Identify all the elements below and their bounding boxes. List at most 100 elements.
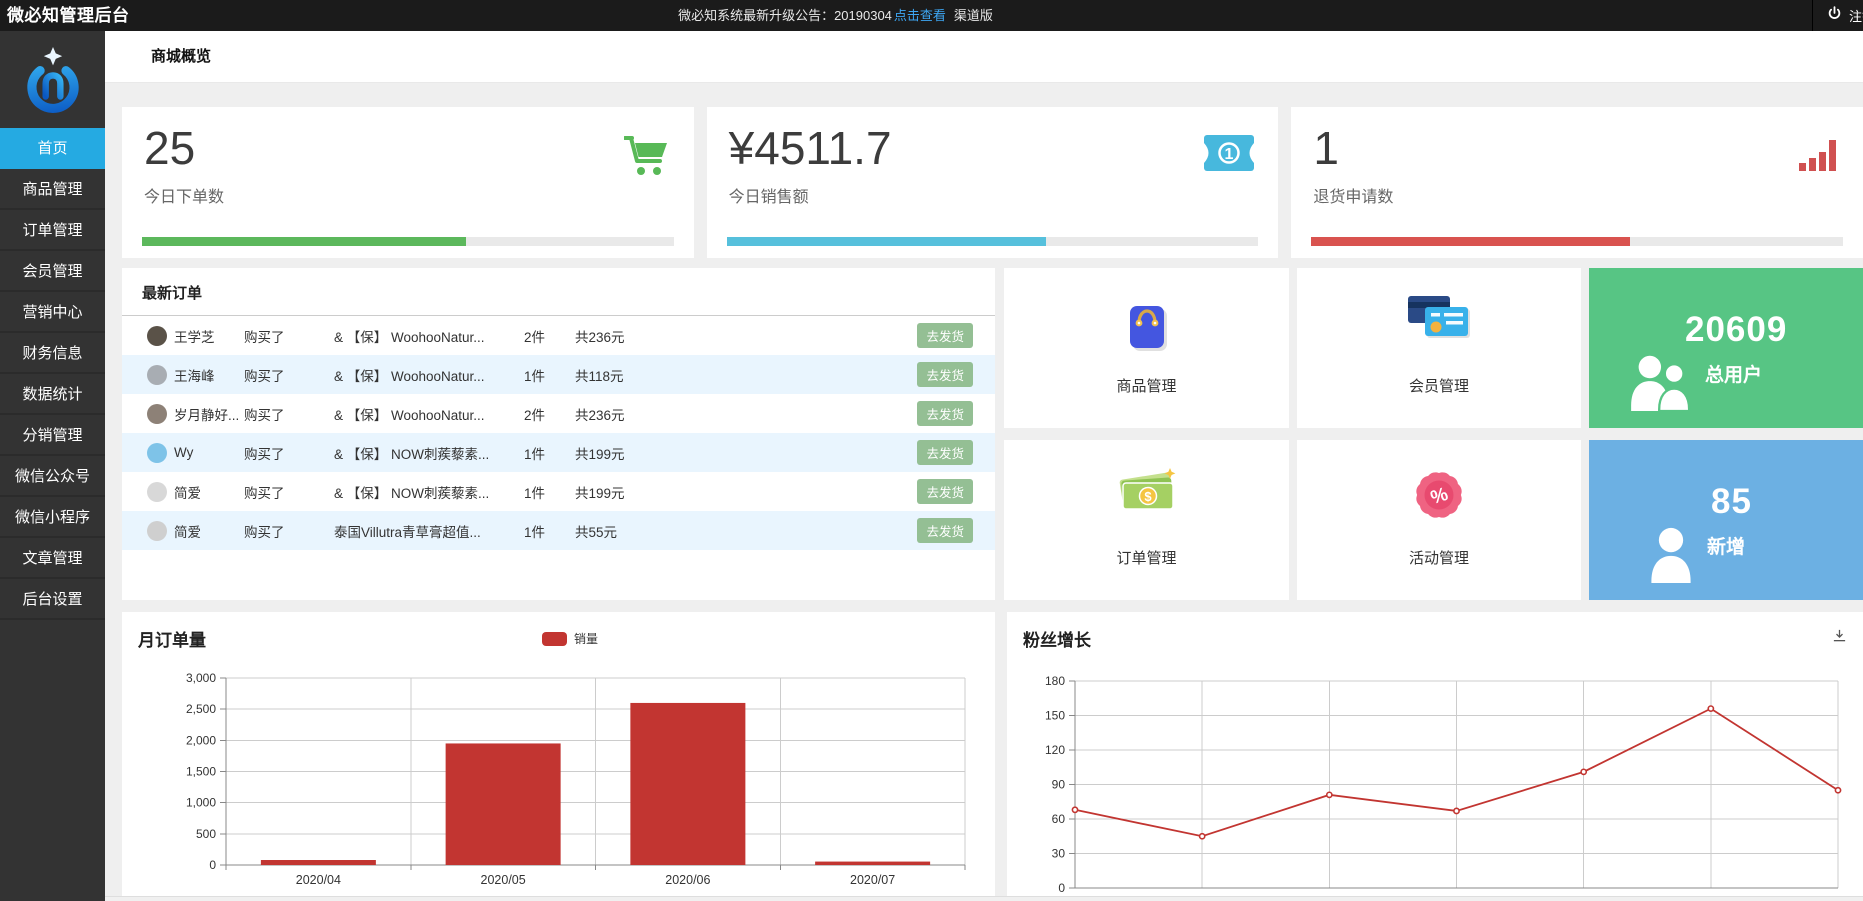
ship-order-button[interactable]: 去发货	[917, 362, 973, 387]
order-row: 王海峰 购买了 & 【保】 WoohooNatur... 1件 共118元 去发…	[122, 355, 995, 394]
svg-text:1,000: 1,000	[186, 796, 216, 810]
banknote-icon: 1	[1204, 135, 1254, 176]
stat-value: 25	[144, 123, 672, 174]
notice-view-link[interactable]: 点击查看	[894, 8, 946, 23]
logout-button[interactable]: 注销	[1849, 6, 1863, 25]
order-action-text: 购买了	[244, 443, 334, 463]
line-chart: 0306090120150180	[1007, 652, 1863, 901]
download-icon[interactable]	[1832, 628, 1847, 648]
svg-text:1,500: 1,500	[186, 765, 216, 779]
total-users-value: 20609	[1685, 310, 1787, 350]
svg-text:150: 150	[1045, 709, 1065, 723]
sidebar-item-label: 订单管理	[22, 222, 82, 239]
svg-text:2,000: 2,000	[186, 733, 216, 747]
sidebar-item-home[interactable]: 首页	[0, 128, 105, 169]
bar-chart: 05001,0001,5002,0002,5003,0002020/042020…	[122, 652, 995, 901]
sidebar-item-label: 商品管理	[22, 181, 82, 198]
ship-order-button[interactable]: 去发货	[917, 479, 973, 504]
order-row: 简爱 购买了 & 【保】 NOW刺蒺藜素... 1件 共199元 去发货	[122, 472, 995, 511]
quick-card-member-management[interactable]: 会员管理	[1297, 268, 1581, 428]
order-product: & 【保】 NOW刺蒺藜素...	[334, 443, 524, 463]
sidebar-item-label: 营销中心	[22, 304, 82, 321]
ship-order-button[interactable]: 去发货	[917, 518, 973, 543]
order-total: 共199元	[575, 482, 695, 502]
sidebar-item-label: 文章管理	[22, 550, 82, 567]
order-quantity: 2件	[524, 404, 575, 424]
sidebar-item-member-management[interactable]: 会员管理	[0, 251, 105, 292]
avatar	[147, 521, 167, 541]
quick-card-label: 商品管理	[1004, 375, 1289, 396]
svg-text:120: 120	[1045, 743, 1065, 757]
quick-card-activity-management[interactable]: % 活动管理	[1297, 440, 1581, 600]
svg-text:2020/04: 2020/04	[296, 873, 341, 887]
monthly-orders-chart-card: 月订单量 销量 05001,0001,5002,0002,5003,000202…	[122, 612, 995, 901]
sidebar-item-label: 首页	[37, 140, 67, 157]
sidebar-item-order-management[interactable]: 订单管理	[0, 210, 105, 251]
order-total: 共236元	[575, 326, 695, 346]
order-action-text: 购买了	[244, 482, 334, 502]
orders-card-title: 最新订单	[122, 268, 995, 316]
ship-order-button[interactable]: 去发货	[917, 401, 973, 426]
order-row: Wy 购买了 & 【保】 NOW刺蒺藜素... 1件 共199元 去发货	[122, 433, 995, 472]
sidebar-item-label: 后台设置	[22, 591, 82, 608]
avatar	[147, 326, 167, 346]
order-row: 王学芝 购买了 & 【保】 WoohooNatur... 2件 共236元 去发…	[122, 316, 995, 355]
svg-text:$: $	[1144, 489, 1152, 504]
progress-bar	[1311, 237, 1843, 246]
page-header: 商城概览	[105, 31, 1863, 83]
system-notice: 微必知系统最新升级公告：20190304点击查看渠道版	[678, 0, 993, 31]
stat-card-sales-today: ¥4511.7 今日销售额 1	[707, 107, 1279, 258]
latest-orders-card: 最新订单 王学芝 购买了 & 【保】 WoohooNatur... 2件 共23…	[122, 268, 995, 600]
sidebar-item-label: 数据统计	[22, 386, 82, 403]
quick-card-order-management[interactable]: $ 订单管理	[1004, 440, 1289, 600]
sidebar-item-distribution-management[interactable]: 分销管理	[0, 415, 105, 456]
stat-label: 今日销售额	[729, 183, 1257, 207]
order-quantity: 1件	[524, 521, 575, 541]
sidebar-item-data-statistics[interactable]: 数据统计	[0, 374, 105, 415]
sidebar-item-marketing-center[interactable]: 营销中心	[0, 292, 105, 333]
power-icon[interactable]	[1827, 6, 1842, 26]
order-total: 共118元	[575, 365, 695, 385]
svg-text:1: 1	[1225, 146, 1234, 163]
svg-text:2020/06: 2020/06	[665, 873, 710, 887]
order-quantity: 1件	[524, 365, 575, 385]
users-icon	[1625, 353, 1699, 416]
discount-badge-icon: %	[1410, 466, 1468, 529]
sidebar-item-label: 微信公众号	[15, 468, 90, 485]
quick-card-label: 活动管理	[1297, 547, 1581, 568]
order-quantity: 1件	[524, 443, 575, 463]
line-chart-title: 粉丝增长	[1023, 626, 1091, 651]
sidebar-item-finance-info[interactable]: 财务信息	[0, 333, 105, 374]
sidebar-item-label: 财务信息	[22, 345, 82, 362]
sidebar-item-wechat-official-account[interactable]: 微信公众号	[0, 456, 105, 497]
chart-legend[interactable]: 销量	[542, 630, 598, 647]
order-quantity: 2件	[524, 326, 575, 346]
svg-text:2020/05: 2020/05	[481, 873, 526, 887]
page-title: 商城概览	[105, 31, 1863, 83]
order-total: 共199元	[575, 443, 695, 463]
new-users-value: 85	[1711, 482, 1752, 522]
order-action-text: 购买了	[244, 404, 334, 424]
sidebar-item-product-management[interactable]: 商品管理	[0, 169, 105, 210]
sidebar-item-article-management[interactable]: 文章管理	[0, 538, 105, 579]
topbar-right: 注销	[1812, 0, 1863, 31]
progress-bar	[142, 237, 674, 246]
sidebar-item-backend-settings[interactable]: 后台设置	[0, 579, 105, 620]
quick-card-label: 订单管理	[1004, 547, 1289, 568]
order-customer-name: 王海峰	[174, 365, 244, 385]
ship-order-button[interactable]: 去发货	[917, 440, 973, 465]
order-product: 泰国Villutra青草膏超值...	[334, 521, 524, 541]
legend-label: 销量	[574, 630, 598, 647]
order-action-text: 购买了	[244, 365, 334, 385]
svg-text:60: 60	[1052, 812, 1066, 826]
order-action-text: 购买了	[244, 326, 334, 346]
svg-text:180: 180	[1045, 674, 1065, 688]
svg-text:2,500: 2,500	[186, 702, 216, 716]
horizontal-scrollbar[interactable]	[105, 896, 1863, 901]
new-users-card: 85 新增	[1589, 440, 1863, 600]
money-icon: $	[1115, 466, 1179, 523]
svg-text:2020/07: 2020/07	[850, 873, 895, 887]
ship-order-button[interactable]: 去发货	[917, 323, 973, 348]
quick-card-product-management[interactable]: 商品管理	[1004, 268, 1289, 428]
sidebar-item-wechat-miniprogram[interactable]: 微信小程序	[0, 497, 105, 538]
